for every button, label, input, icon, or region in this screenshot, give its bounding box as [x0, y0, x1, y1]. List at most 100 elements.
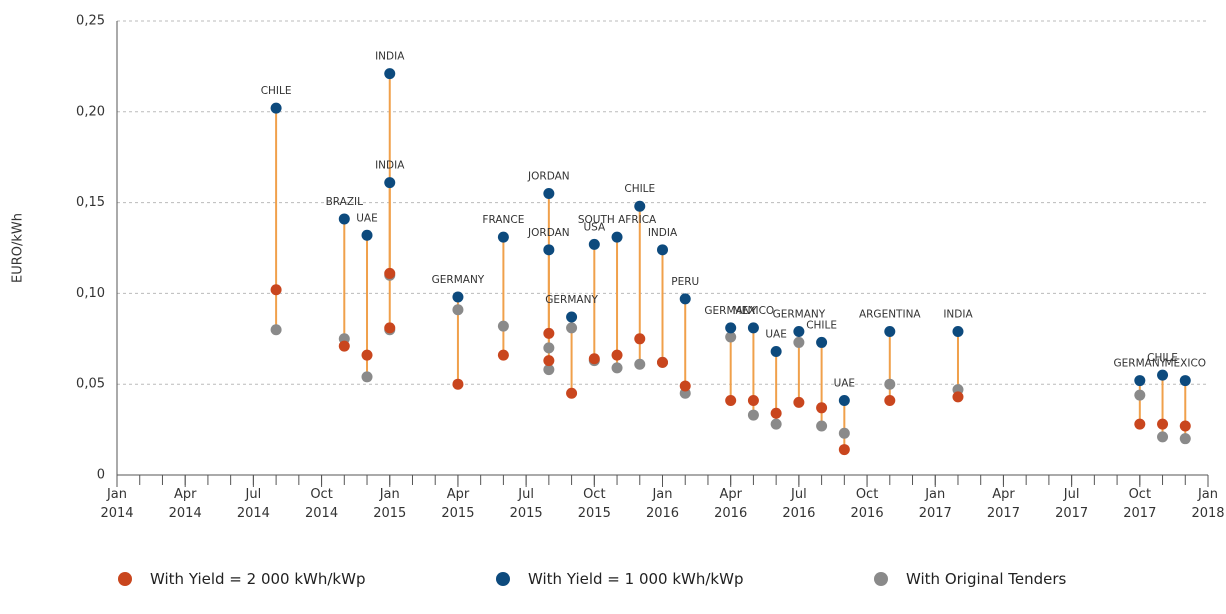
point-label: ARGENTINA — [859, 309, 921, 321]
point — [747, 409, 759, 421]
point — [725, 395, 737, 407]
point — [747, 395, 759, 407]
point — [952, 391, 964, 403]
x-tick-label: Apr 2016 — [714, 487, 748, 521]
point — [452, 291, 464, 303]
point — [725, 322, 737, 334]
point — [679, 380, 691, 392]
point — [384, 322, 396, 334]
point-label: INDIA — [943, 309, 973, 321]
point — [543, 244, 555, 256]
point-label: UAE — [834, 378, 856, 390]
point — [816, 336, 828, 348]
point-label: UAE — [765, 329, 787, 341]
point — [770, 407, 782, 419]
point — [338, 340, 350, 352]
point-label: INDIA — [648, 227, 678, 239]
point-label: FRANCE — [482, 214, 524, 226]
point-label: MEXICO — [733, 305, 775, 317]
point — [793, 326, 805, 338]
point-label: GERMANY — [773, 309, 826, 321]
legend-label: With Original Tenders — [906, 570, 1067, 588]
point-label: JORDAN — [527, 171, 570, 183]
point — [1134, 375, 1146, 387]
point — [361, 229, 373, 241]
point — [588, 353, 600, 365]
point-label: INDIA — [375, 51, 405, 63]
point — [838, 444, 850, 456]
point — [657, 356, 668, 368]
point-label: GERMANY — [545, 294, 598, 306]
x-tick-label: Jan 2015 — [373, 487, 407, 521]
x-tick-label: Jan 2016 — [645, 487, 680, 521]
point-label: CHILE — [1147, 352, 1178, 364]
point — [884, 395, 896, 407]
point — [384, 177, 396, 189]
point — [611, 349, 623, 361]
point — [497, 231, 509, 243]
y-tick-label: 0,15 — [76, 195, 105, 210]
x-tick-label: Apr 2015 — [441, 487, 475, 521]
point-label: CHILE — [624, 183, 655, 195]
point — [816, 402, 828, 414]
x-tick-label: Jul 2017 — [1055, 487, 1089, 521]
legend-marker — [874, 572, 888, 586]
legend-marker — [496, 572, 510, 586]
legend-label: With Yield = 2 000 kWh/kWp — [150, 570, 366, 588]
point-label: GERMANY — [432, 274, 485, 286]
y-axis-label: EURO/kWh — [11, 213, 26, 283]
x-tick-label: Oct 2015 — [577, 487, 611, 521]
point — [770, 346, 782, 358]
point — [566, 311, 578, 323]
point — [657, 244, 668, 256]
y-tick-label: 0,20 — [76, 104, 105, 119]
point-label: BRAZIL — [326, 196, 364, 208]
y-tick-label: 0,25 — [76, 14, 105, 29]
point — [838, 427, 850, 439]
point — [543, 342, 555, 354]
point-label: CHILE — [806, 319, 837, 331]
point — [1134, 389, 1146, 401]
point-label: JORDAN — [527, 227, 570, 239]
point — [588, 238, 600, 250]
point — [543, 364, 555, 376]
point — [384, 267, 396, 279]
y-tick-label: 0 — [97, 468, 105, 483]
point-label: SOUTH AFRICA — [578, 214, 657, 226]
point — [543, 188, 555, 200]
y-tick-label: 0,10 — [76, 286, 105, 301]
point-label: INDIA — [375, 160, 405, 172]
point — [543, 327, 555, 339]
x-tick-label: Jul 2014 — [236, 487, 270, 521]
point — [270, 324, 282, 336]
point-label: CHILE — [261, 85, 292, 97]
point — [793, 396, 805, 408]
point — [497, 349, 509, 361]
point-label: GERMANY — [704, 305, 757, 317]
point-label: USA — [583, 221, 606, 233]
point — [452, 378, 464, 390]
x-tick-label: Apr 2017 — [986, 487, 1020, 521]
point — [497, 320, 509, 332]
point — [270, 284, 282, 296]
point — [566, 387, 578, 399]
legend-item: With Yield = 2 000 kWh/kWp — [118, 570, 365, 588]
point — [1134, 418, 1146, 430]
point-label: UAE — [356, 212, 378, 224]
x-tick-label: Jan 2014 — [100, 487, 134, 521]
x-tick-label: Apr 2014 — [168, 487, 202, 521]
point — [1179, 433, 1191, 445]
point — [1179, 420, 1191, 432]
point — [1157, 369, 1169, 381]
x-tick-label: Oct 2014 — [305, 487, 339, 521]
point — [679, 293, 691, 305]
x-tick-label: Jan 2017 — [918, 487, 952, 521]
point — [838, 395, 850, 407]
point — [884, 326, 896, 338]
point — [338, 213, 350, 225]
point — [770, 418, 782, 430]
legend-marker — [118, 572, 132, 586]
point — [611, 362, 623, 374]
point-label: MEXICO — [1164, 358, 1206, 370]
